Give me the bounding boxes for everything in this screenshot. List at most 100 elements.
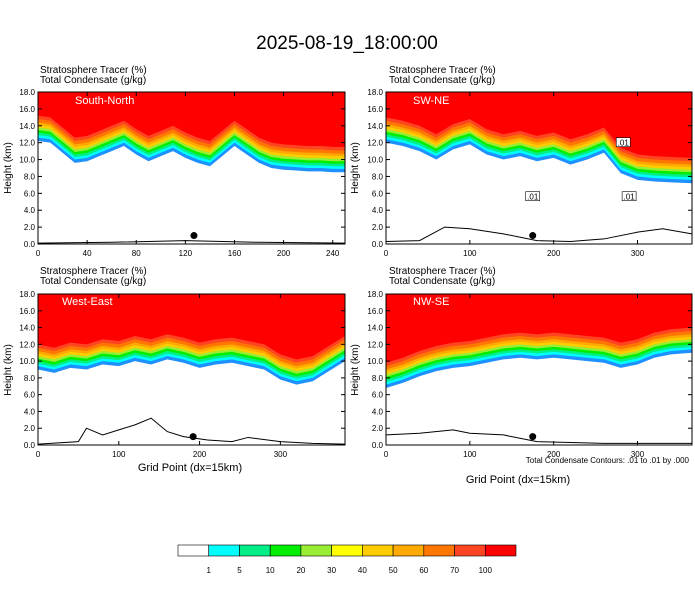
- y-tick-label: 18.0: [19, 290, 35, 299]
- y-tick-label: 0.0: [372, 240, 384, 249]
- y-tick-label: 16.0: [19, 307, 35, 316]
- y-tick-label: 0.0: [24, 441, 36, 450]
- y-axis-label: Height (km): [350, 344, 361, 396]
- colorbar-label: 20: [296, 566, 305, 575]
- colorbar-swatch: [239, 544, 271, 557]
- terrain-line: [38, 417, 345, 445]
- x-tick-label: 120: [179, 249, 193, 258]
- colorbar-swatch: [362, 544, 394, 557]
- y-tick-label: 10.0: [19, 156, 35, 165]
- y-tick-label: 8.0: [372, 172, 384, 181]
- panel-title-line1: Stratosphere Tracer (%): [40, 65, 147, 76]
- colorbar-swatch: [300, 544, 332, 557]
- plot-area: 0.0 2.0 4.0 6.0 8.0 10.0 12.0 14.0 16.0 18.0 0 100 2…: [19, 290, 346, 459]
- colorbar-label: 70: [450, 566, 459, 575]
- tracer-band: [38, 92, 345, 147]
- y-tick-label: 8.0: [24, 172, 36, 181]
- panel-title-line1: Stratosphere Tracer (%): [389, 266, 496, 277]
- colorbar-label: 100: [479, 566, 493, 575]
- x-tick-label: 300: [631, 450, 645, 459]
- location-marker: [529, 232, 537, 240]
- x-tick-label: 200: [277, 249, 291, 258]
- panel-name-label: West-East: [62, 296, 113, 308]
- y-tick-label: 6.0: [372, 391, 384, 400]
- plot-area: 0.0 2.0 4.0 6.0 8.0 10.0 12.0 14.0 16.0 18.0 0 100 2…: [367, 88, 693, 258]
- panel-west-east: Stratosphere Tracer (%) Total Condensate…: [3, 266, 346, 474]
- y-tick-label: 16.0: [19, 105, 35, 114]
- plot-fill-layer: [38, 92, 345, 244]
- tracer-band: [386, 294, 692, 363]
- contour-label-box: [525, 191, 541, 202]
- x-tick-label: 0: [36, 450, 41, 459]
- colorbar-label: 60: [419, 566, 428, 575]
- x-tick-label: 40: [83, 249, 92, 258]
- plot-area: 0.0 2.0 4.0 6.0 8.0 10.0 12.0 14.0 16.0 18.0 0 40 80…: [19, 88, 346, 258]
- y-tick-label: 2.0: [24, 424, 36, 433]
- x-tick-label: 80: [132, 249, 141, 258]
- y-axis-label: Height (km): [350, 142, 361, 194]
- y-tick-label: 10.0: [367, 156, 383, 165]
- x-tick-label: 0: [384, 249, 389, 258]
- tracer-band: [386, 92, 692, 158]
- y-tick-label: 8.0: [24, 374, 36, 383]
- y-tick-label: 12.0: [367, 340, 383, 349]
- x-tick-label: 0: [384, 450, 389, 459]
- y-tick-label: 8.0: [372, 374, 384, 383]
- x-axis-label: Grid Point (dx=15km): [466, 474, 570, 486]
- x-axis-label: Grid Point (dx=15km): [138, 462, 242, 474]
- x-tick-label: 100: [463, 249, 477, 258]
- y-tick-label: 18.0: [19, 88, 35, 97]
- y-axis-label: Height (km): [3, 142, 14, 194]
- plot-frame: [385, 293, 693, 446]
- colorbar-swatch: [484, 544, 517, 557]
- y-tick-label: 10.0: [367, 357, 383, 366]
- location-marker: [529, 433, 537, 441]
- colorbar-swatch: [423, 544, 455, 557]
- x-tick-label: 160: [228, 249, 242, 258]
- tracer-band: [38, 294, 345, 360]
- panel-title-line2: Total Condensate (g/kg): [389, 276, 495, 287]
- y-tick-label: 12.0: [19, 340, 35, 349]
- y-tick-label: 18.0: [367, 88, 383, 97]
- colorbar-swatch: [331, 544, 363, 557]
- panel-name-label: NW-SE: [413, 296, 449, 308]
- y-tick-label: 12.0: [19, 139, 35, 148]
- location-marker: [190, 232, 198, 240]
- y-tick-label: 0.0: [24, 240, 36, 249]
- colorbar-label: 1: [207, 566, 212, 575]
- terrain-line: [386, 429, 692, 444]
- y-tick-label: 14.0: [19, 324, 35, 333]
- contour-label-box: [615, 137, 631, 147]
- colorbar-swatch: [392, 544, 425, 557]
- x-tick-label: 100: [463, 450, 477, 459]
- colorbar-label: 30: [327, 566, 336, 575]
- contour-label-box: [621, 191, 637, 202]
- x-tick-label: 240: [326, 249, 340, 258]
- plot-frame: [37, 91, 346, 245]
- colorbar-swatch: [208, 544, 240, 557]
- x-tick-label: 100: [112, 450, 126, 459]
- y-tick-label: 4.0: [372, 206, 384, 215]
- colorbar-label: 10: [266, 566, 275, 575]
- plot-area: 0.0 2.0 4.0 6.0 8.0 10.0 12.0 14.0 16.0 18.0 0 100 2…: [367, 290, 693, 459]
- plot-frame: [37, 293, 346, 446]
- y-tick-label: 6.0: [24, 189, 36, 198]
- y-tick-label: 14.0: [19, 122, 35, 131]
- colorbar-swatch: [269, 544, 302, 557]
- panel-title-line1: Stratosphere Tracer (%): [40, 266, 147, 277]
- location-marker: [189, 433, 197, 441]
- x-tick-label: 300: [274, 450, 288, 459]
- y-tick-label: 6.0: [24, 391, 36, 400]
- y-tick-label: 2.0: [24, 223, 36, 232]
- plot-fill-layer: [386, 294, 692, 444]
- plot-fill-layer: [386, 92, 692, 242]
- y-tick-label: 14.0: [367, 324, 383, 333]
- x-tick-label: 200: [193, 450, 207, 459]
- y-tick-label: 6.0: [372, 189, 384, 198]
- y-tick-label: 4.0: [24, 407, 36, 416]
- y-tick-label: 2.0: [372, 223, 384, 232]
- plot-fill-layer: [38, 294, 345, 445]
- x-tick-label: 200: [547, 249, 561, 258]
- panel-sw-ne: Stratosphere Tracer (%) Total Condensate…: [350, 65, 693, 258]
